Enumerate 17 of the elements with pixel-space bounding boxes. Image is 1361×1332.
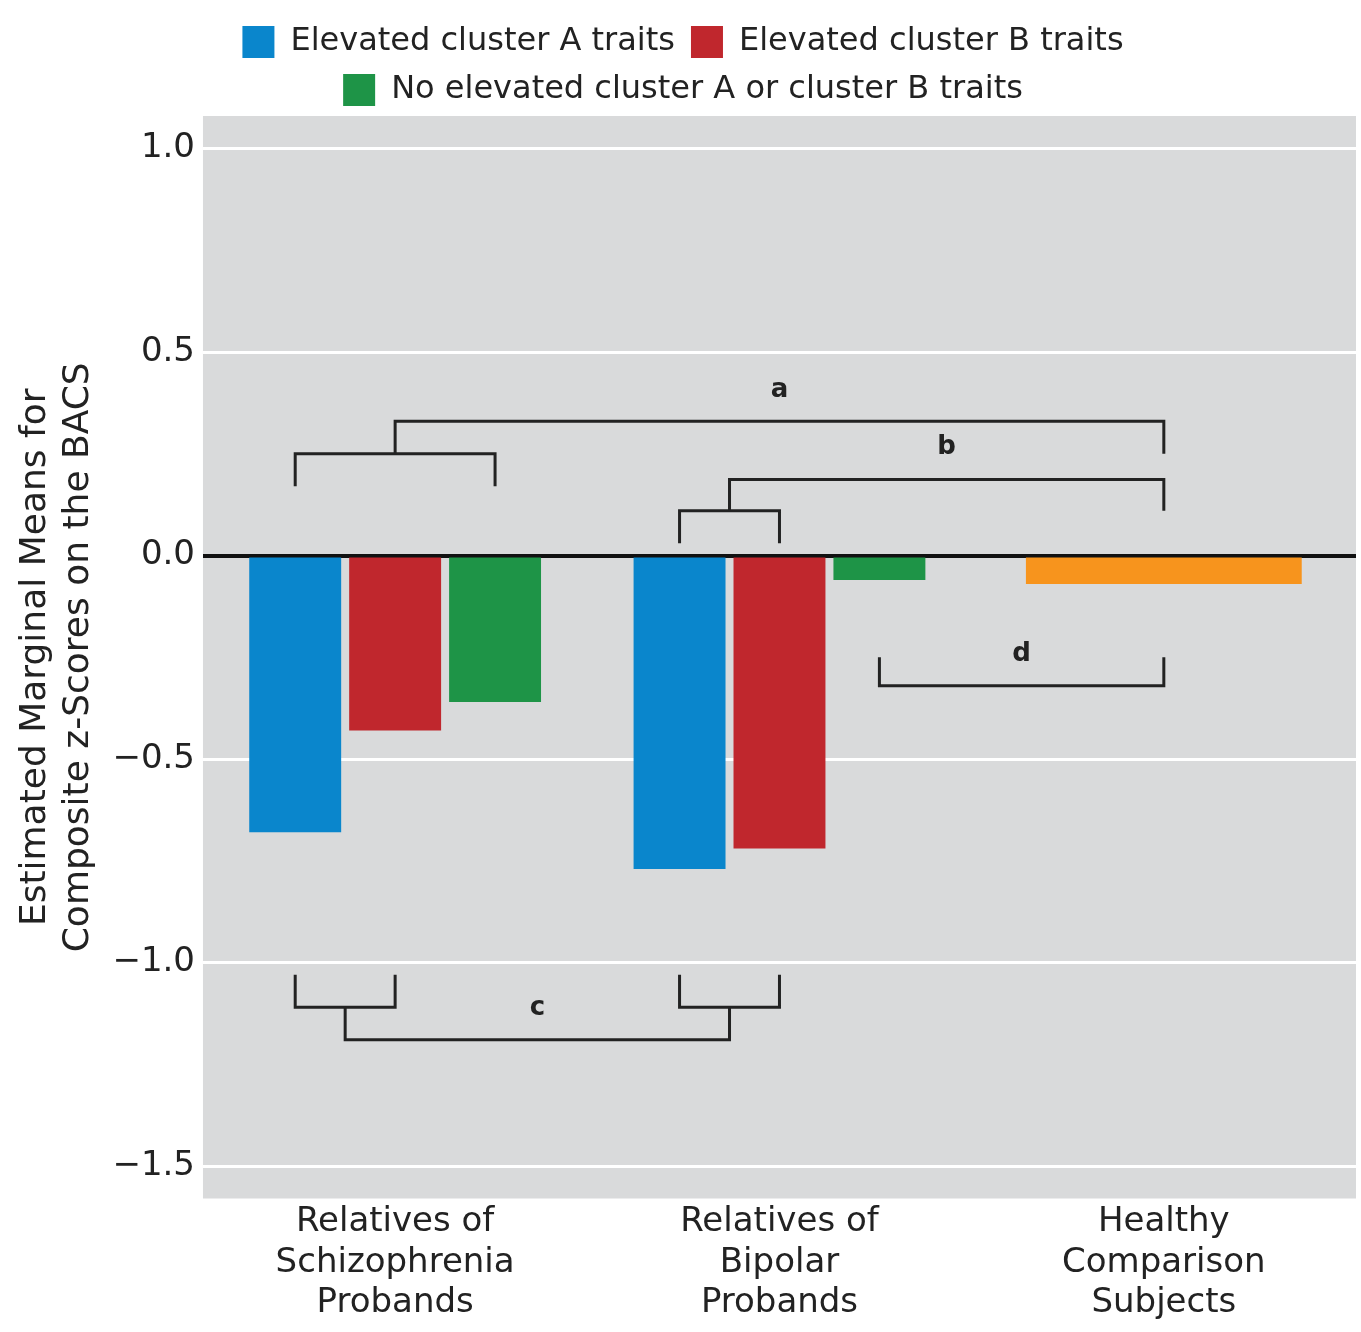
y-axis-title: Estimated Marginal Means for Composite z-Scores on the BACS <box>11 362 97 953</box>
legend-label: Elevated cluster B traits <box>738 20 1124 59</box>
x-tick-label: Relatives of Bipolar Probands <box>680 1198 880 1321</box>
legend-label: Elevated cluster A traits <box>290 20 675 59</box>
x-tick-label: Relatives of Schizophrenia Probands <box>275 1198 515 1321</box>
annotation: b <box>937 429 956 460</box>
annotation: c <box>529 991 546 1022</box>
y-tick-label: 1.0 <box>140 125 195 166</box>
y-tick-label: −1.0 <box>112 939 195 980</box>
y-tick-label: 0.5 <box>140 328 195 369</box>
legend-label: No elevated cluster A or cluster B traits <box>391 68 1023 107</box>
annotation: a <box>770 372 789 403</box>
y-tick-label: −1.5 <box>112 1142 195 1183</box>
y-tick-label: −0.5 <box>112 735 195 776</box>
annotation: d <box>1012 637 1031 668</box>
x-tick-label: Healthy Comparison Subjects <box>1062 1198 1266 1321</box>
y-tick-label: 0.0 <box>140 532 195 573</box>
